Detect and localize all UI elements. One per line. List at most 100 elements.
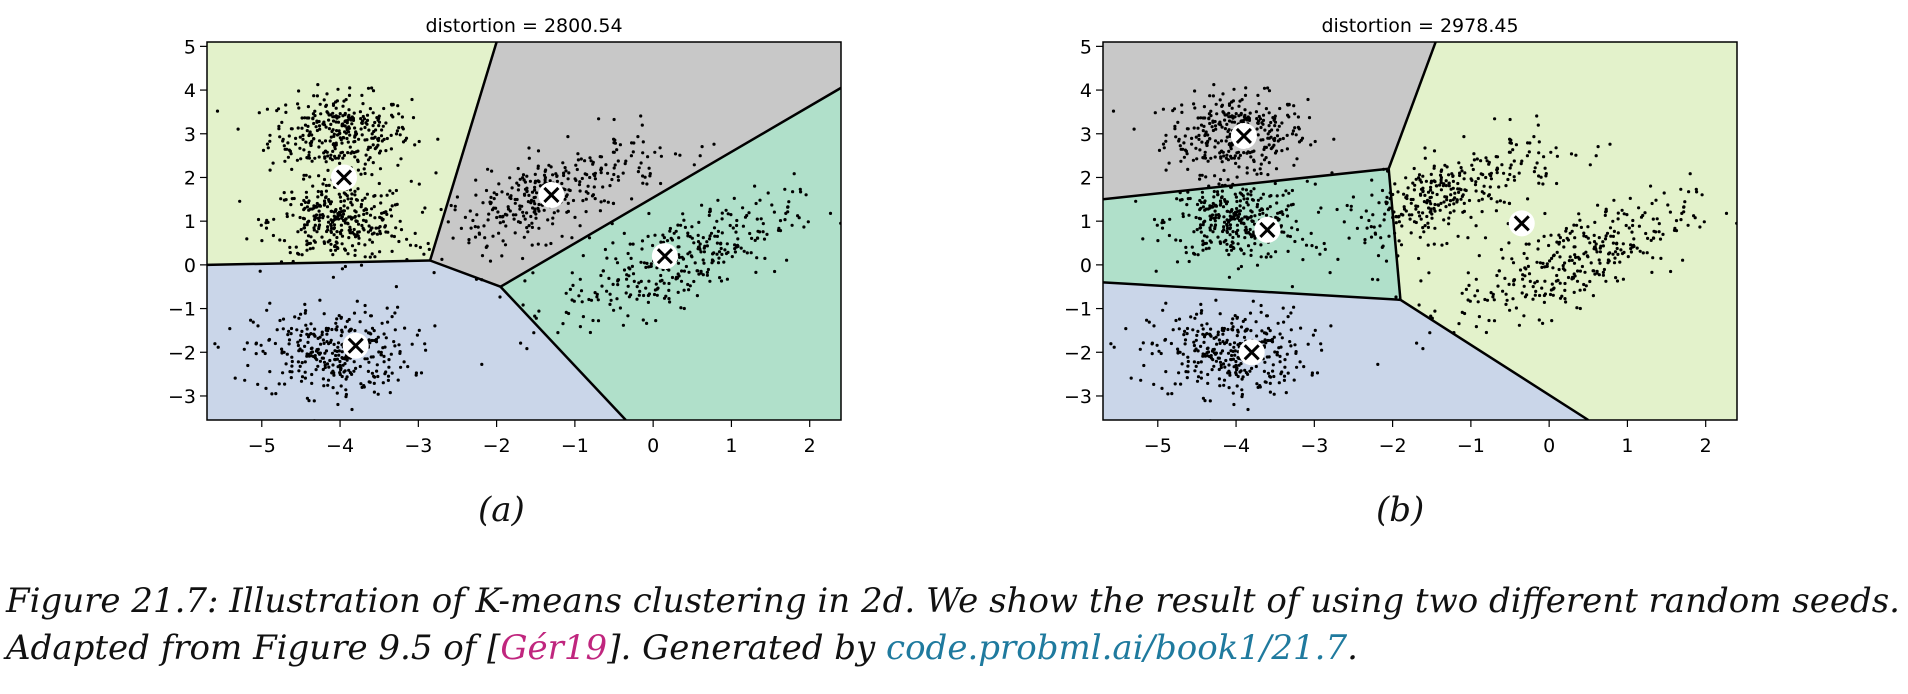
data-point — [319, 190, 324, 194]
data-point — [339, 151, 343, 155]
data-point — [1301, 258, 1305, 262]
data-point — [755, 256, 759, 260]
data-point — [344, 388, 348, 392]
data-point — [1225, 338, 1229, 342]
data-point — [1167, 233, 1171, 238]
data-point — [369, 314, 373, 318]
data-point — [1258, 167, 1262, 171]
data-point — [1274, 149, 1279, 153]
data-point — [362, 167, 366, 171]
data-point — [1288, 234, 1292, 239]
data-point — [1280, 149, 1284, 153]
data-point — [1458, 173, 1462, 178]
data-point — [334, 143, 338, 147]
data-point — [334, 353, 338, 358]
data-point — [1216, 330, 1220, 334]
data-point — [356, 187, 360, 191]
data-point — [1242, 221, 1246, 225]
data-point — [1285, 214, 1290, 218]
data-point — [1199, 123, 1204, 127]
data-point — [1201, 248, 1205, 252]
data-point — [692, 241, 696, 245]
data-point — [1185, 326, 1190, 331]
data-point — [1285, 102, 1290, 106]
data-point — [679, 306, 683, 310]
data-point — [367, 360, 371, 364]
data-point — [1213, 209, 1217, 213]
data-point — [474, 193, 478, 197]
data-point — [1161, 218, 1165, 222]
data-point — [601, 269, 605, 273]
data-point — [1233, 192, 1237, 196]
data-point — [1602, 267, 1606, 272]
data-point — [307, 399, 311, 403]
data-point — [1480, 190, 1484, 194]
data-point — [321, 377, 325, 381]
data-point — [339, 206, 343, 211]
data-point — [357, 137, 361, 141]
data-point — [1542, 234, 1546, 238]
data-point — [630, 264, 635, 268]
data-point — [318, 351, 322, 355]
data-point — [328, 358, 332, 363]
data-point — [1609, 234, 1613, 238]
data-point — [339, 368, 343, 372]
data-point — [1421, 211, 1425, 215]
data-point — [277, 382, 281, 386]
data-point — [304, 190, 308, 194]
data-point — [1171, 328, 1175, 332]
data-point — [1570, 229, 1574, 233]
data-point — [486, 167, 490, 171]
data-point — [1173, 127, 1177, 131]
data-point — [363, 196, 367, 200]
data-point — [340, 267, 344, 271]
data-point — [1220, 183, 1224, 188]
decision-boundary-4 — [499, 86, 841, 288]
data-point — [1561, 267, 1565, 271]
data-point — [1439, 178, 1443, 182]
data-point — [1651, 256, 1655, 260]
data-point — [1638, 249, 1642, 253]
data-point — [1618, 260, 1622, 264]
citation-link[interactable]: Gér19 — [500, 628, 608, 668]
data-point — [418, 245, 422, 249]
data-point — [306, 201, 310, 205]
data-point — [361, 102, 365, 106]
data-point — [1201, 332, 1205, 336]
data-point — [1230, 208, 1234, 212]
data-point — [268, 301, 272, 305]
data-point — [1185, 152, 1189, 156]
data-point — [1203, 354, 1207, 358]
data-point — [1474, 224, 1478, 228]
data-point — [1239, 325, 1244, 329]
data-point — [308, 247, 312, 251]
data-point — [654, 319, 658, 323]
data-point — [267, 337, 272, 342]
data-point — [280, 347, 284, 351]
data-point — [368, 156, 372, 160]
data-point — [1399, 212, 1403, 216]
data-point — [370, 173, 374, 177]
data-point — [1295, 365, 1299, 369]
data-point — [365, 192, 369, 196]
data-point — [522, 214, 526, 218]
data-point — [353, 214, 357, 219]
code-link[interactable]: code.probml.ai/book1/21.7 — [886, 628, 1348, 668]
plot-area — [207, 42, 841, 420]
data-point — [1246, 203, 1250, 207]
data-points — [213, 83, 841, 420]
data-point — [654, 282, 658, 286]
data-point — [616, 178, 621, 182]
data-point — [1237, 156, 1241, 160]
data-point — [798, 187, 802, 191]
data-point — [542, 208, 546, 212]
data-point — [305, 243, 309, 247]
data-point — [1369, 225, 1373, 229]
data-point — [337, 132, 341, 136]
data-point — [1365, 226, 1369, 230]
data-point — [335, 325, 339, 329]
data-point — [475, 213, 479, 217]
data-point — [313, 327, 317, 331]
data-point — [1234, 359, 1238, 364]
data-point — [699, 250, 703, 254]
